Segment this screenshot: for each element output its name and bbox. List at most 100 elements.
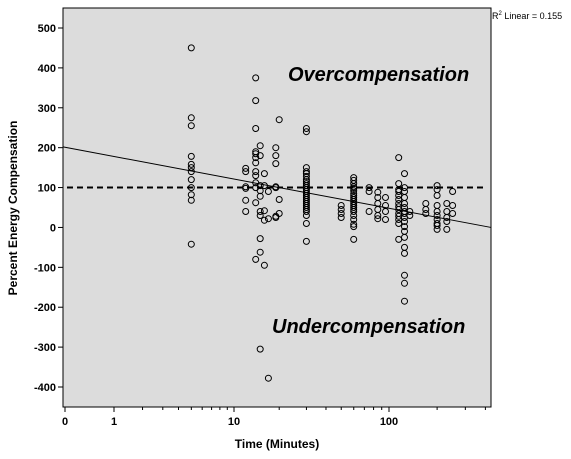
data-point bbox=[242, 184, 250, 192]
overcompensation-label: Overcompensation bbox=[288, 64, 469, 86]
data-point bbox=[260, 170, 268, 178]
data-point bbox=[422, 206, 430, 213]
data-point bbox=[401, 233, 408, 241]
data-point bbox=[365, 208, 373, 215]
data-point bbox=[374, 188, 382, 196]
data-point bbox=[275, 210, 283, 217]
y-axis-title: Percent Energy Compensation bbox=[6, 121, 20, 296]
r-squared-label: R2 Linear = 0.155 bbox=[492, 11, 562, 21]
data-point bbox=[256, 212, 264, 219]
data-point bbox=[401, 297, 408, 305]
data-point bbox=[401, 223, 408, 231]
y-tick-label: -200 bbox=[34, 302, 56, 314]
y-tick-label: 0 bbox=[50, 222, 56, 234]
y-tick-label: -400 bbox=[34, 382, 56, 394]
data-point bbox=[406, 208, 414, 215]
data-point bbox=[187, 152, 195, 160]
data-point bbox=[256, 345, 264, 353]
data-point bbox=[252, 150, 260, 158]
data-point bbox=[382, 194, 389, 201]
data-point bbox=[302, 212, 310, 219]
data-point bbox=[337, 202, 345, 209]
data-point bbox=[302, 128, 310, 136]
data-point bbox=[187, 240, 195, 248]
data-point bbox=[187, 168, 195, 176]
x-tick-label: 0 bbox=[62, 416, 68, 428]
data-point bbox=[337, 206, 345, 213]
data-point bbox=[382, 208, 389, 215]
data-point bbox=[302, 204, 310, 211]
data-point bbox=[302, 125, 310, 132]
data-point bbox=[401, 218, 408, 225]
data-point bbox=[252, 125, 260, 132]
y-tick-label: 200 bbox=[38, 143, 56, 155]
data-point bbox=[443, 214, 451, 221]
data-point bbox=[337, 214, 345, 221]
y-tick-label: 100 bbox=[38, 183, 56, 195]
data-point bbox=[350, 180, 358, 188]
data-point bbox=[260, 261, 268, 269]
data-point bbox=[187, 196, 195, 204]
data-point bbox=[260, 182, 268, 190]
data-point bbox=[401, 279, 408, 287]
undercompensation-label: Undercompensation bbox=[272, 316, 465, 338]
r-squared-letter: R bbox=[492, 11, 499, 21]
y-tick-label: -100 bbox=[34, 262, 56, 274]
data-point bbox=[256, 208, 264, 215]
data-point bbox=[252, 199, 260, 207]
data-point bbox=[275, 116, 283, 124]
data-point bbox=[401, 200, 408, 207]
data-point bbox=[449, 202, 457, 209]
x-axis-title: Time (Minutes) bbox=[235, 437, 319, 451]
data-point bbox=[433, 192, 441, 199]
data-points bbox=[187, 44, 457, 382]
data-point bbox=[187, 160, 195, 168]
data-point bbox=[187, 164, 195, 172]
data-point bbox=[350, 187, 358, 195]
data-point bbox=[395, 154, 403, 162]
data-point bbox=[401, 184, 408, 192]
data-point bbox=[252, 168, 260, 176]
x-tick-label: 100 bbox=[380, 416, 398, 428]
y-axis: -400 -300 -200 -100 0 100 200 300 400 500 bbox=[34, 23, 63, 394]
linear-fit-line bbox=[62, 146, 492, 228]
data-point bbox=[443, 218, 451, 225]
data-point bbox=[252, 159, 260, 167]
data-point bbox=[187, 176, 195, 184]
data-point bbox=[187, 122, 195, 130]
data-point bbox=[260, 207, 268, 215]
data-point bbox=[187, 44, 195, 52]
data-point bbox=[350, 235, 358, 243]
data-point bbox=[350, 223, 358, 231]
data-point bbox=[374, 212, 382, 219]
data-point bbox=[350, 220, 358, 228]
r-squared-superscript: 2 bbox=[499, 11, 503, 17]
data-point bbox=[302, 237, 310, 245]
data-point bbox=[272, 184, 280, 192]
data-point bbox=[449, 188, 457, 195]
data-point bbox=[406, 212, 414, 219]
data-point bbox=[256, 142, 264, 150]
data-point bbox=[365, 188, 373, 195]
plot-area bbox=[62, 7, 492, 408]
y-tick-label: -300 bbox=[34, 342, 56, 354]
data-point bbox=[401, 271, 408, 279]
r-squared-text: Linear = 0.155 bbox=[502, 11, 562, 21]
data-point bbox=[264, 374, 272, 382]
x-tick-label: 10 bbox=[228, 416, 240, 428]
data-point bbox=[252, 74, 260, 82]
data-point bbox=[242, 168, 250, 176]
data-point bbox=[337, 210, 345, 217]
data-point bbox=[272, 144, 280, 152]
data-point bbox=[302, 168, 310, 176]
data-point bbox=[374, 215, 382, 223]
data-point bbox=[242, 164, 250, 172]
data-point bbox=[401, 170, 408, 178]
data-point bbox=[272, 160, 280, 168]
data-point bbox=[256, 152, 264, 160]
data-point bbox=[422, 210, 430, 217]
data-point bbox=[350, 204, 358, 211]
data-point bbox=[256, 192, 264, 200]
x-tick-label: 1 bbox=[111, 416, 117, 428]
data-point bbox=[264, 188, 272, 195]
